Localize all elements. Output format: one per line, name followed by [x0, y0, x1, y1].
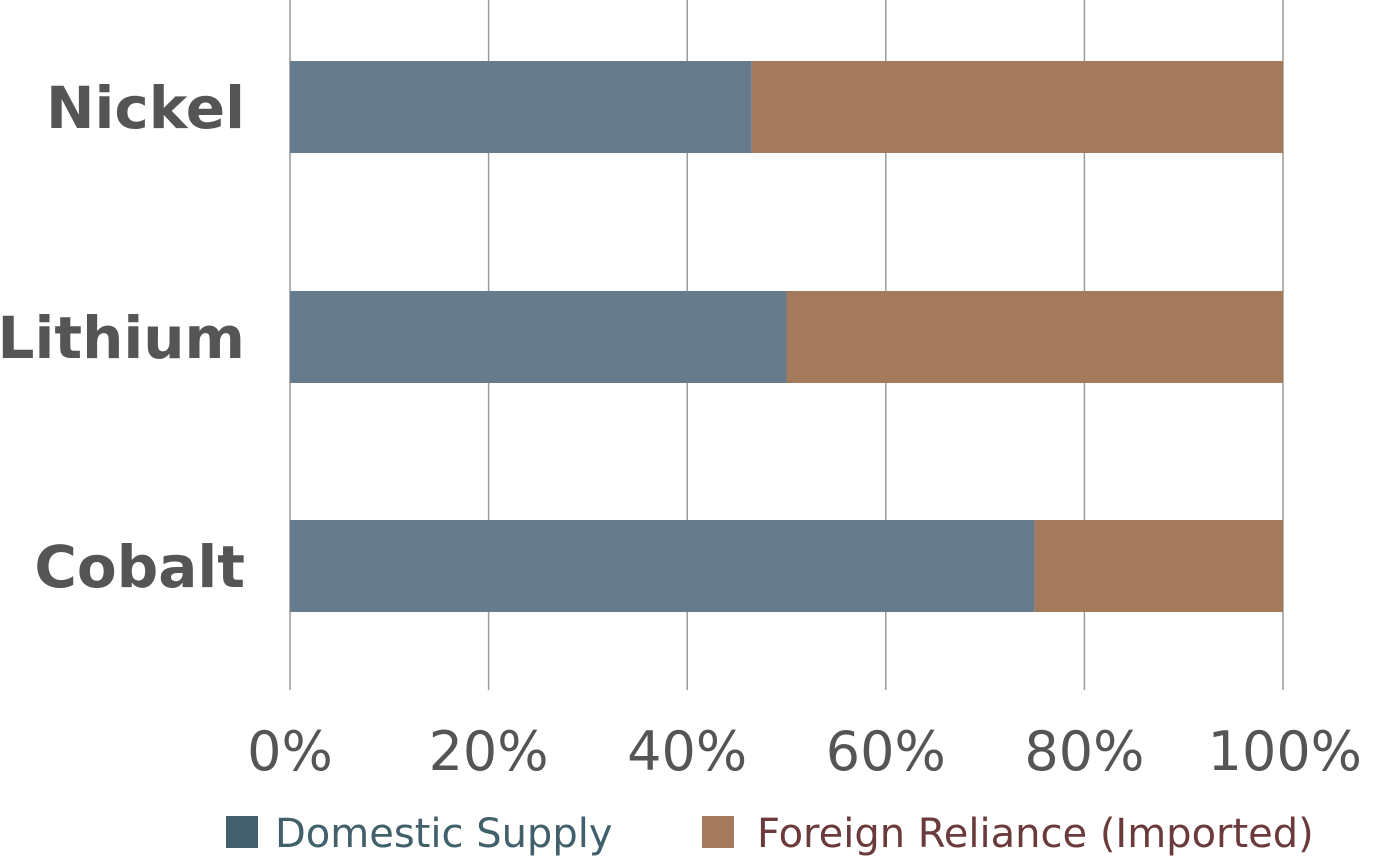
bar-cobalt-domestic	[290, 520, 1035, 612]
category-label-cobalt: Cobalt	[34, 533, 245, 601]
x-tick-label-1: 20%	[429, 720, 549, 783]
x-tick-label-2: 40%	[627, 720, 747, 783]
x-tick-label-0: 0%	[247, 720, 333, 783]
bar-nickel-foreign	[751, 61, 1283, 153]
x-tick-labels: 0% 20% 40% 60% 80% 100%	[247, 720, 1362, 783]
legend-swatch-foreign	[702, 816, 734, 848]
bar-lithium-domestic	[290, 291, 787, 383]
bar-lithium-foreign	[786, 291, 1283, 383]
legend: Domestic Supply Foreign Reliance (Importe…	[226, 811, 1314, 857]
bar-cobalt-foreign	[1034, 520, 1283, 612]
legend-label-foreign: Foreign Reliance (Imported)	[757, 811, 1314, 857]
category-label-nickel: Nickel	[46, 74, 245, 142]
category-label-lithium: Lithium	[0, 304, 245, 372]
bar-nickel-domestic	[290, 61, 752, 153]
bars	[290, 61, 1283, 612]
x-tick-label-5: 100%	[1208, 720, 1362, 783]
x-tick-label-3: 60%	[826, 720, 946, 783]
legend-swatch-domestic	[226, 816, 258, 848]
legend-label-domestic: Domestic Supply	[275, 811, 613, 857]
x-tick-label-4: 80%	[1024, 720, 1144, 783]
category-labels: Nickel Lithium Cobalt	[0, 74, 245, 601]
